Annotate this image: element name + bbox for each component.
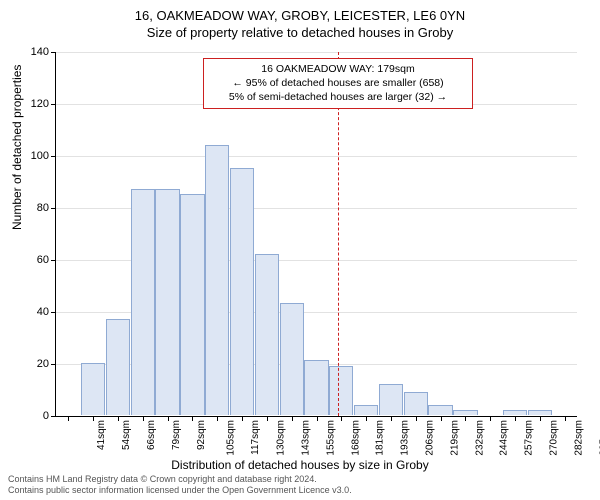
xtick-label: 66sqm bbox=[146, 420, 157, 450]
xtick-mark bbox=[68, 416, 69, 421]
footer-line1: Contains HM Land Registry data © Crown c… bbox=[8, 474, 352, 485]
xtick-mark bbox=[441, 416, 442, 421]
xtick-mark bbox=[217, 416, 218, 421]
footer-attribution: Contains HM Land Registry data © Crown c… bbox=[8, 474, 352, 497]
xtick-mark bbox=[192, 416, 193, 421]
xtick-mark bbox=[366, 416, 367, 421]
histogram-bar bbox=[453, 410, 477, 415]
xtick-label: 41sqm bbox=[96, 420, 107, 450]
xtick-mark bbox=[242, 416, 243, 421]
ytick-label: 140 bbox=[31, 46, 49, 58]
xtick-mark bbox=[416, 416, 417, 421]
title-address: 16, OAKMEADOW WAY, GROBY, LEICESTER, LE6… bbox=[0, 0, 600, 23]
xtick-label: 92sqm bbox=[196, 420, 207, 450]
ytick-label: 20 bbox=[37, 358, 49, 370]
xtick-mark bbox=[490, 416, 491, 421]
xtick-mark bbox=[465, 416, 466, 421]
x-axis-label: Distribution of detached houses by size … bbox=[0, 458, 600, 472]
xtick-label: 219sqm bbox=[449, 420, 460, 456]
xtick-label: 168sqm bbox=[350, 420, 361, 456]
histogram-bar bbox=[205, 145, 229, 415]
xtick-mark bbox=[515, 416, 516, 421]
ytick-mark bbox=[51, 52, 56, 53]
xtick-label: 206sqm bbox=[425, 420, 436, 456]
ytick-mark bbox=[51, 156, 56, 157]
footer-line2: Contains public sector information licen… bbox=[8, 485, 352, 496]
xtick-label: 79sqm bbox=[171, 420, 182, 450]
ytick-label: 40 bbox=[37, 306, 49, 318]
histogram-bar bbox=[180, 194, 204, 415]
ytick-mark bbox=[51, 416, 56, 417]
histogram-bar bbox=[280, 303, 304, 415]
histogram-bar bbox=[503, 410, 527, 415]
chart-area: 41sqm54sqm66sqm79sqm92sqm105sqm117sqm130… bbox=[55, 52, 577, 417]
xtick-label: 257sqm bbox=[524, 420, 535, 456]
xtick-label: 193sqm bbox=[400, 420, 411, 456]
xtick-mark bbox=[317, 416, 318, 421]
histogram-bar bbox=[255, 254, 279, 415]
ytick-mark bbox=[51, 104, 56, 105]
histogram-bar bbox=[354, 405, 378, 415]
ytick-mark bbox=[51, 260, 56, 261]
annotation-line1: 16 OAKMEADOW WAY: 179sqm bbox=[210, 62, 466, 76]
xtick-label: 181sqm bbox=[375, 420, 386, 456]
ytick-label: 60 bbox=[37, 254, 49, 266]
histogram-bar bbox=[106, 319, 130, 415]
xtick-mark bbox=[93, 416, 94, 421]
xtick-mark bbox=[565, 416, 566, 421]
xtick-mark bbox=[143, 416, 144, 421]
xtick-label: 130sqm bbox=[276, 420, 287, 456]
annotation-line2: ← 95% of detached houses are smaller (65… bbox=[210, 76, 466, 90]
title-subtitle: Size of property relative to detached ho… bbox=[0, 23, 600, 40]
gridline bbox=[56, 52, 577, 53]
xtick-label: 155sqm bbox=[325, 420, 336, 456]
histogram-bar bbox=[230, 168, 254, 415]
ytick-label: 120 bbox=[31, 98, 49, 110]
xtick-label: 282sqm bbox=[573, 420, 584, 456]
ytick-label: 0 bbox=[43, 410, 49, 422]
xtick-mark bbox=[540, 416, 541, 421]
y-axis-label: Number of detached properties bbox=[10, 65, 24, 230]
histogram-bar bbox=[404, 392, 428, 415]
histogram-bar bbox=[155, 189, 179, 415]
histogram-bar bbox=[131, 189, 155, 415]
xtick-label: 117sqm bbox=[250, 420, 261, 455]
ytick-mark bbox=[51, 312, 56, 313]
gridline bbox=[56, 156, 577, 157]
chart-container: 16, OAKMEADOW WAY, GROBY, LEICESTER, LE6… bbox=[0, 0, 600, 500]
xtick-label: 143sqm bbox=[300, 420, 311, 456]
xtick-mark bbox=[168, 416, 169, 421]
annotation-line3: 5% of semi-detached houses are larger (3… bbox=[210, 90, 466, 104]
xtick-mark bbox=[292, 416, 293, 421]
histogram-bar bbox=[528, 410, 552, 415]
ytick-label: 80 bbox=[37, 202, 49, 214]
xtick-label: 54sqm bbox=[121, 420, 132, 450]
xtick-mark bbox=[267, 416, 268, 421]
xtick-label: 244sqm bbox=[499, 420, 510, 456]
xtick-label: 232sqm bbox=[474, 420, 485, 456]
xtick-mark bbox=[341, 416, 342, 421]
xtick-label: 270sqm bbox=[549, 420, 560, 456]
ytick-mark bbox=[51, 364, 56, 365]
ytick-mark bbox=[51, 208, 56, 209]
histogram-bar bbox=[304, 360, 328, 415]
xtick-mark bbox=[391, 416, 392, 421]
histogram-bar bbox=[428, 405, 452, 415]
xtick-label: 105sqm bbox=[226, 420, 237, 456]
histogram-bar bbox=[329, 366, 353, 415]
histogram-bar bbox=[379, 384, 403, 415]
histogram-bar bbox=[81, 363, 105, 415]
xtick-mark bbox=[118, 416, 119, 421]
ytick-label: 100 bbox=[31, 150, 49, 162]
annotation-box: 16 OAKMEADOW WAY: 179sqm ← 95% of detach… bbox=[203, 58, 473, 109]
